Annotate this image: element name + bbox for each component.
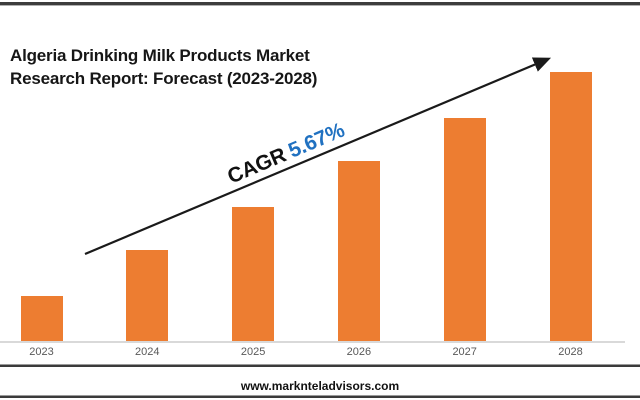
bar-2026: [337, 161, 380, 342]
chart-title: Algeria Drinking Milk Products Market Re…: [10, 44, 370, 90]
chart-title-line2: Research Report: Forecast (2023-2028): [10, 69, 318, 88]
bar-2028: [549, 72, 592, 342]
footer-top-rule: [0, 365, 640, 367]
bar-2023: [20, 296, 63, 342]
x-tick-label-2025: 2025: [240, 346, 266, 358]
bar-2025: [232, 207, 275, 342]
bar-2027: [443, 117, 486, 342]
top-border-line: [0, 2, 640, 6]
x-tick-label-2028: 2028: [558, 346, 583, 358]
x-tick-label-2023: 2023: [29, 346, 54, 358]
x-tick-label-2027: 2027: [452, 346, 477, 358]
trend-arrow-line: [84, 57, 552, 256]
bar-2024: [126, 250, 169, 342]
chart-title-line1: Algeria Drinking Milk Products Market: [10, 46, 310, 65]
x-axis-line: [0, 341, 625, 343]
x-tick-label-2024: 2024: [135, 346, 160, 358]
footer-website: www.marknteladvisors.com: [240, 379, 400, 393]
x-tick-label-2026: 2026: [346, 346, 372, 358]
footer-bottom-rule: [0, 396, 640, 398]
